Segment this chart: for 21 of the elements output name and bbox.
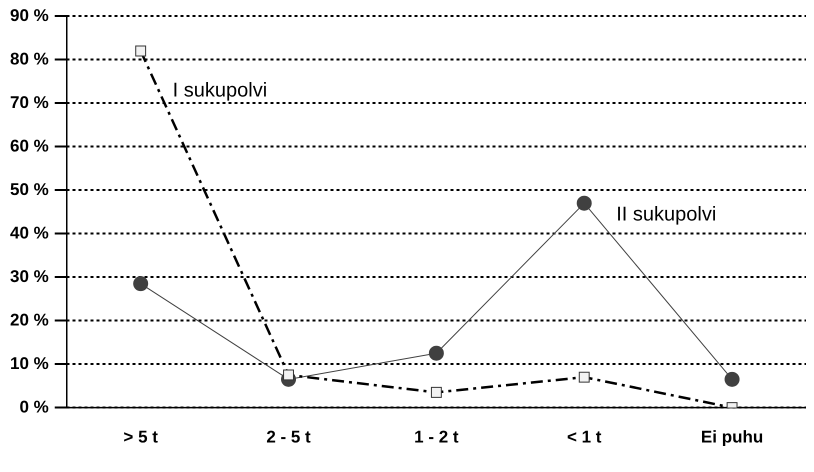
x-tick-label: 1 - 2 t (414, 427, 459, 446)
y-tick-label: 90 % (10, 6, 49, 25)
y-tick-label: 60 % (10, 136, 49, 156)
y-tick-label: 70 % (10, 92, 49, 112)
point (428, 346, 444, 361)
y-tick-label: 10 % (10, 354, 49, 373)
x-tick-label: 2 - 5 t (266, 427, 312, 446)
point (133, 276, 148, 292)
series-label: I sukupolvi (172, 80, 268, 102)
y-tick-label: 20 % (10, 310, 49, 330)
x-tick-label: Ei puhu (700, 427, 764, 446)
point (724, 372, 740, 387)
y-tick-label: 30 % (10, 266, 49, 286)
series-label: II sukupolvi (616, 204, 716, 226)
y-tick-label: 80 % (10, 49, 49, 68)
y-tick-label: 40 % (10, 223, 49, 242)
x-tick-label: > 5 t (123, 427, 158, 446)
y-tick-label: 50 % (10, 180, 49, 199)
y-tick-label: 0 % (19, 397, 49, 416)
x-tick-label: < 1 t (566, 427, 602, 446)
point (576, 196, 592, 211)
